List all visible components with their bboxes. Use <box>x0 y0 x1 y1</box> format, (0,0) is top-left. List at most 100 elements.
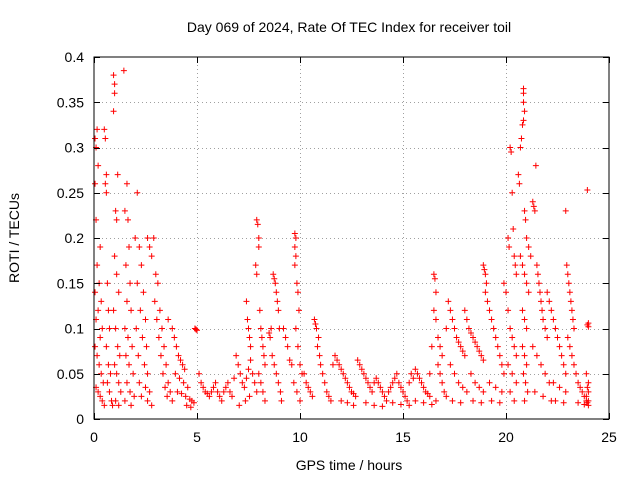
data-point <box>220 388 227 395</box>
data-point <box>431 275 438 282</box>
data-point <box>515 171 522 178</box>
data-point <box>565 280 572 287</box>
data-point <box>275 379 282 386</box>
data-point <box>224 379 231 386</box>
data-point <box>121 207 128 214</box>
data-point <box>575 399 582 406</box>
data-point <box>430 307 437 314</box>
data-point <box>190 399 197 406</box>
data-point <box>229 393 236 400</box>
data-point <box>510 225 517 232</box>
data-point <box>558 352 565 359</box>
data-point <box>449 397 456 404</box>
data-point <box>214 388 221 395</box>
data-point <box>311 316 318 323</box>
data-point <box>132 235 139 241</box>
data-point <box>114 171 121 178</box>
data-point <box>505 307 512 314</box>
data-point <box>121 325 128 332</box>
data-point <box>519 121 526 128</box>
data-point <box>449 316 456 323</box>
data-point <box>305 384 312 391</box>
data-point <box>478 399 485 406</box>
data-point <box>467 370 474 377</box>
data-point <box>274 298 281 305</box>
data-point <box>496 399 503 406</box>
data-point <box>467 330 474 337</box>
data-point <box>420 399 427 406</box>
data-point <box>192 326 199 333</box>
data-point <box>141 361 148 368</box>
data-point <box>476 348 483 355</box>
data-point <box>383 397 390 404</box>
data-point <box>554 334 561 341</box>
data-point <box>92 343 99 350</box>
data-point <box>379 388 386 395</box>
data-point <box>200 384 207 391</box>
data-point <box>297 397 303 404</box>
data-point <box>210 384 217 391</box>
data-point <box>364 379 371 386</box>
data-point <box>144 397 151 404</box>
data-point <box>414 370 421 377</box>
data-point <box>530 203 537 210</box>
data-point <box>496 352 503 359</box>
data-point <box>325 393 332 400</box>
data-point <box>546 298 553 305</box>
data-point <box>162 384 169 391</box>
data-point <box>176 375 183 382</box>
data-point <box>255 244 262 251</box>
data-point <box>136 379 143 386</box>
data-point <box>164 393 171 400</box>
data-point <box>314 343 321 350</box>
data-point <box>511 253 518 260</box>
data-point <box>107 370 114 377</box>
data-point <box>369 388 376 395</box>
x-tick-label: 25 <box>601 429 617 445</box>
data-point <box>523 235 530 241</box>
data-point <box>461 307 468 314</box>
data-point <box>523 325 530 332</box>
data-point <box>246 334 253 341</box>
data-point <box>128 402 135 409</box>
data-point <box>569 316 576 323</box>
data-point <box>303 379 310 386</box>
data-point <box>290 379 297 386</box>
data-point <box>94 262 101 269</box>
data-point <box>312 320 319 327</box>
data-point <box>123 180 130 187</box>
data-point <box>443 325 450 332</box>
data-point <box>157 352 164 359</box>
data-point <box>523 361 530 368</box>
data-point <box>95 388 102 395</box>
data-point <box>106 325 113 332</box>
data-point <box>163 361 170 368</box>
data-point <box>307 388 314 395</box>
data-point <box>97 244 104 251</box>
data-point <box>509 189 516 196</box>
data-point <box>336 361 343 368</box>
data-point <box>435 361 442 368</box>
data-point <box>271 361 278 368</box>
data-point <box>447 307 454 314</box>
data-point <box>277 388 284 395</box>
data-point <box>94 352 101 359</box>
data-point <box>148 253 155 260</box>
data-point <box>256 307 263 314</box>
data-point <box>284 343 291 350</box>
data-point <box>180 379 187 386</box>
data-point <box>548 307 555 314</box>
data-point <box>226 388 233 395</box>
data-point <box>127 280 134 287</box>
data-point <box>315 334 322 341</box>
x-tick-label: 10 <box>292 429 308 445</box>
data-point <box>103 171 110 178</box>
data-point <box>233 352 240 359</box>
data-point <box>474 343 481 350</box>
data-point <box>507 388 514 395</box>
data-point <box>517 253 524 260</box>
data-point <box>112 325 119 332</box>
data-point <box>179 361 186 368</box>
y-tick-label: 0.1 <box>65 321 85 337</box>
data-point <box>481 266 488 273</box>
